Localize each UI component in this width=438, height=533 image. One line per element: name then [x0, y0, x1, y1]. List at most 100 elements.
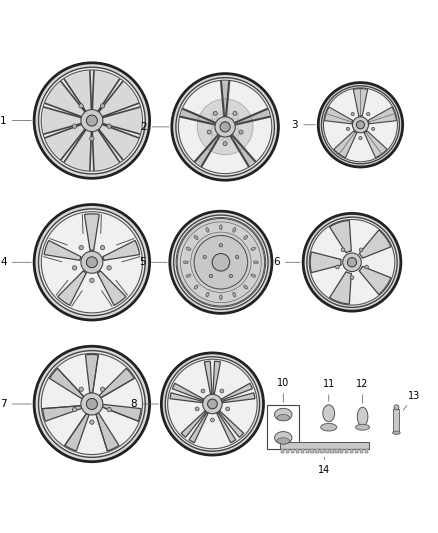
Ellipse shape: [195, 407, 199, 411]
Ellipse shape: [356, 424, 370, 430]
Polygon shape: [42, 107, 82, 134]
Ellipse shape: [177, 219, 265, 306]
Ellipse shape: [213, 111, 217, 115]
Ellipse shape: [357, 407, 368, 426]
Bar: [320, 449, 324, 454]
Polygon shape: [230, 134, 255, 166]
Polygon shape: [221, 383, 252, 400]
Ellipse shape: [176, 78, 274, 176]
Ellipse shape: [336, 265, 339, 269]
Ellipse shape: [309, 220, 395, 305]
Ellipse shape: [100, 104, 105, 108]
Polygon shape: [92, 71, 119, 112]
Ellipse shape: [212, 254, 230, 271]
Ellipse shape: [79, 104, 83, 108]
Ellipse shape: [365, 265, 368, 269]
Polygon shape: [101, 123, 140, 138]
Ellipse shape: [206, 228, 209, 232]
Polygon shape: [42, 406, 82, 421]
Polygon shape: [364, 131, 387, 158]
Ellipse shape: [394, 405, 399, 410]
Polygon shape: [368, 107, 396, 124]
Bar: [393, 409, 399, 433]
Polygon shape: [92, 129, 119, 170]
Text: 8: 8: [131, 399, 159, 409]
Ellipse shape: [39, 67, 145, 174]
Polygon shape: [58, 271, 86, 305]
Polygon shape: [216, 412, 236, 443]
Ellipse shape: [81, 110, 103, 132]
Ellipse shape: [244, 236, 247, 239]
Polygon shape: [64, 129, 92, 170]
Ellipse shape: [233, 292, 236, 297]
Bar: [325, 449, 328, 454]
Bar: [300, 449, 304, 454]
Bar: [345, 449, 348, 454]
Bar: [350, 449, 353, 454]
Ellipse shape: [367, 112, 370, 116]
Ellipse shape: [176, 217, 265, 307]
Ellipse shape: [220, 389, 224, 393]
Polygon shape: [325, 107, 353, 124]
Ellipse shape: [235, 255, 239, 259]
Ellipse shape: [206, 292, 209, 297]
Ellipse shape: [229, 274, 233, 278]
Ellipse shape: [178, 80, 272, 174]
Ellipse shape: [251, 247, 255, 251]
Ellipse shape: [79, 245, 83, 250]
Polygon shape: [359, 230, 391, 258]
Bar: [268, 405, 299, 449]
Ellipse shape: [351, 112, 354, 116]
Ellipse shape: [100, 245, 105, 250]
Bar: [296, 449, 299, 454]
Text: 11: 11: [323, 379, 335, 401]
Polygon shape: [61, 128, 86, 161]
Ellipse shape: [165, 357, 260, 451]
Ellipse shape: [172, 74, 279, 180]
Ellipse shape: [251, 274, 255, 277]
Ellipse shape: [321, 423, 337, 431]
Ellipse shape: [174, 215, 268, 310]
Ellipse shape: [275, 432, 292, 444]
Polygon shape: [61, 79, 86, 113]
Ellipse shape: [41, 212, 142, 313]
Bar: [281, 449, 284, 454]
Ellipse shape: [209, 274, 212, 278]
Polygon shape: [44, 123, 83, 138]
Text: 13: 13: [403, 391, 420, 410]
Ellipse shape: [170, 211, 272, 313]
Polygon shape: [65, 414, 89, 451]
Ellipse shape: [90, 136, 94, 141]
Polygon shape: [359, 266, 391, 295]
Polygon shape: [219, 410, 244, 437]
Ellipse shape: [353, 117, 368, 133]
Text: 12: 12: [357, 379, 369, 403]
Text: 4: 4: [0, 257, 32, 267]
Ellipse shape: [219, 295, 222, 300]
Ellipse shape: [275, 408, 292, 421]
Polygon shape: [213, 361, 220, 394]
Polygon shape: [49, 368, 84, 399]
Ellipse shape: [219, 225, 222, 230]
Ellipse shape: [244, 285, 247, 289]
Ellipse shape: [219, 244, 223, 247]
Ellipse shape: [323, 405, 335, 422]
Ellipse shape: [161, 353, 264, 455]
Bar: [365, 449, 368, 454]
Ellipse shape: [211, 418, 214, 422]
Polygon shape: [96, 413, 119, 451]
Bar: [306, 449, 309, 454]
Ellipse shape: [357, 121, 364, 129]
Ellipse shape: [39, 351, 145, 457]
Ellipse shape: [186, 274, 191, 277]
Ellipse shape: [86, 257, 97, 268]
Polygon shape: [44, 240, 81, 260]
Polygon shape: [85, 354, 98, 393]
Polygon shape: [334, 131, 357, 158]
Polygon shape: [195, 134, 220, 166]
Polygon shape: [189, 412, 208, 443]
Ellipse shape: [194, 236, 247, 289]
Ellipse shape: [194, 285, 198, 289]
Ellipse shape: [208, 399, 217, 409]
Polygon shape: [46, 124, 86, 159]
